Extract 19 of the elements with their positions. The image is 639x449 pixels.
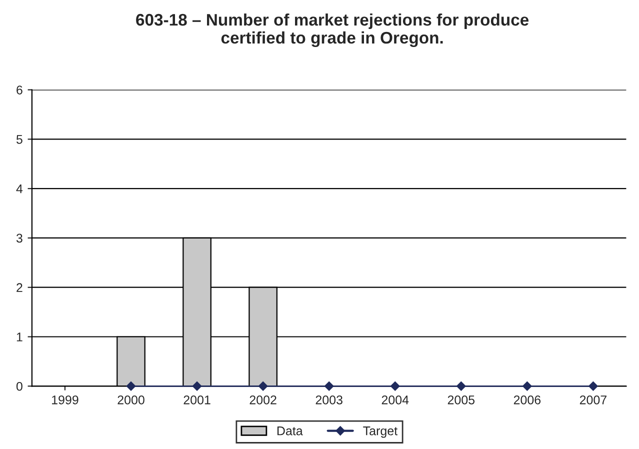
legend-label: Data bbox=[277, 426, 303, 436]
x-tick-label: 2005 bbox=[448, 396, 475, 404]
y-tick-label: 5 bbox=[16, 135, 22, 144]
y-tick-label: 1 bbox=[16, 332, 22, 342]
y-tick-label: 0 bbox=[16, 382, 22, 391]
x-tick-label: 1999 bbox=[52, 396, 78, 404]
legend-label: Target bbox=[363, 426, 398, 438]
x-tick-label: 2001 bbox=[184, 396, 210, 404]
y-tick-label: 3 bbox=[16, 234, 22, 243]
x-tick-label: 2003 bbox=[316, 396, 342, 404]
x-tick-label: 2004 bbox=[382, 396, 409, 404]
x-tick-label: 2006 bbox=[514, 396, 541, 404]
x-tick-label: 2002 bbox=[250, 396, 276, 404]
y-tick-label: 4 bbox=[16, 184, 23, 194]
y-tick-label: 6 bbox=[16, 86, 22, 94]
chart-title: 603-18 – Number of market rejections for produce certified to grade in Oregon. bbox=[136, 13, 529, 48]
x-tick-label: 2000 bbox=[118, 396, 144, 404]
y-tick-label: 2 bbox=[16, 283, 22, 292]
x-tick-label: 2007 bbox=[580, 396, 606, 404]
